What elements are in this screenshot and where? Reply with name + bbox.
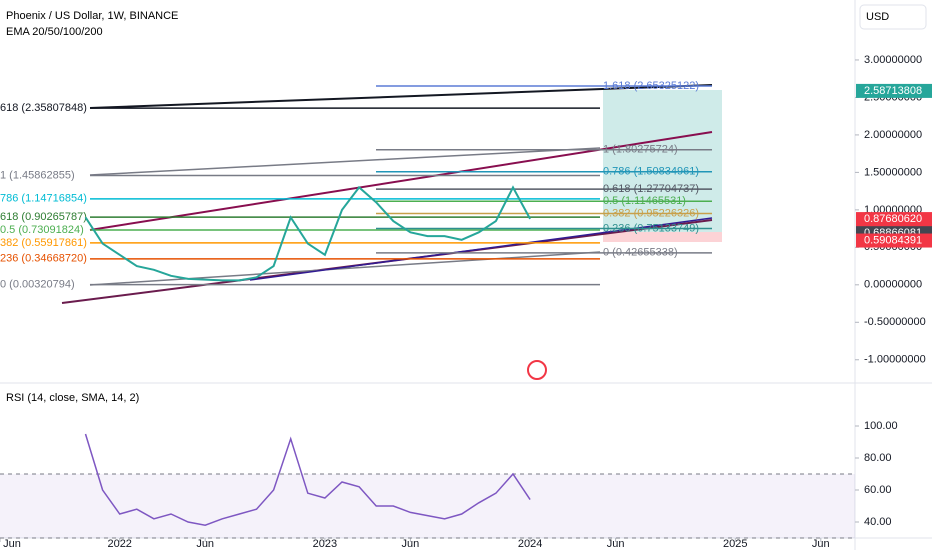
- target-zone: [603, 90, 722, 232]
- rsi-tick-label: 80.00: [864, 452, 892, 464]
- fib-label: 1 (1.45862855): [0, 169, 75, 181]
- fib-label: 786 (1.14716854): [0, 193, 87, 205]
- rsi-tick-label: 100.00: [864, 420, 898, 432]
- price-label: 0.59084391: [864, 234, 922, 246]
- channel-line: [89, 84, 713, 109]
- fib-label: 618 (2.35807848): [0, 102, 87, 114]
- y-tick-label: 1.50000000: [864, 166, 922, 178]
- fib-label: 0.5 (0.73091824): [0, 224, 84, 236]
- event-icon[interactable]: [527, 360, 547, 380]
- y-tick-label: -1.00000000: [864, 354, 926, 366]
- fib-label: 0.786 (1.50834961): [603, 166, 699, 178]
- currency-label[interactable]: USD: [866, 11, 889, 23]
- price-label-box: [856, 233, 932, 248]
- x-tick-label: 2022: [107, 538, 131, 550]
- x-tick-label: Jun: [196, 538, 214, 550]
- x-tick-label: 2024: [518, 538, 542, 550]
- rsi-tick-label: 40.00: [864, 516, 892, 528]
- fib-label: 0 (0.42655338): [603, 247, 678, 259]
- x-tick-label: 2025: [723, 538, 747, 550]
- x-tick-label: Jun: [607, 538, 625, 550]
- fib-label: 618 (0.90265787): [0, 211, 87, 223]
- x-tick-label: 2023: [313, 538, 337, 550]
- price-label-box: [856, 83, 932, 98]
- stop-zone: [603, 232, 722, 242]
- indicator-label: EMA 20/50/100/200: [6, 26, 103, 38]
- y-tick-label: -0.50000000: [864, 316, 926, 328]
- fib-label: 0.236 (0.75133749): [603, 222, 699, 234]
- fib-label: 0 (0.00320794): [0, 278, 75, 290]
- currency-button[interactable]: [859, 4, 927, 30]
- price-label: 2.58713808: [864, 85, 922, 97]
- fib-label: 0.5 (1.11465531): [603, 195, 686, 207]
- rsi-tick-label: 60.00: [864, 484, 892, 496]
- x-tick-label: Jun: [812, 538, 830, 550]
- price-line: [84, 185, 531, 282]
- chart-title: Phoenix / US Dollar, 1W, BINANCE: [6, 10, 178, 22]
- price-label: 0.87680620: [864, 213, 922, 225]
- rsi-band: [0, 474, 855, 538]
- x-tick-label: Jun: [402, 538, 420, 550]
- channel-line: [89, 131, 713, 231]
- rsi-line: [84, 433, 531, 526]
- fib-label: 1 (1.80275724): [603, 144, 678, 156]
- y-tick-label: 2.00000000: [864, 129, 922, 141]
- fib-label: 1.618 (2.65325122): [603, 80, 699, 92]
- y-tick-label: 3.00000000: [864, 54, 922, 66]
- channel-line: [89, 251, 601, 286]
- rsi-title: RSI (14, close, SMA, 14, 2): [6, 392, 139, 404]
- x-tick-label: Jun: [3, 538, 21, 550]
- y-tick-label: 0.00000000: [864, 279, 922, 291]
- fib-label: 0.382 (0.95226326): [603, 207, 699, 219]
- channel-line: [89, 147, 601, 176]
- fib-label: 236 (0.34668720): [0, 253, 87, 265]
- fib-label: 0.618 (1.27704737): [603, 183, 699, 195]
- fib-label: 382 (0.55917861): [0, 237, 87, 249]
